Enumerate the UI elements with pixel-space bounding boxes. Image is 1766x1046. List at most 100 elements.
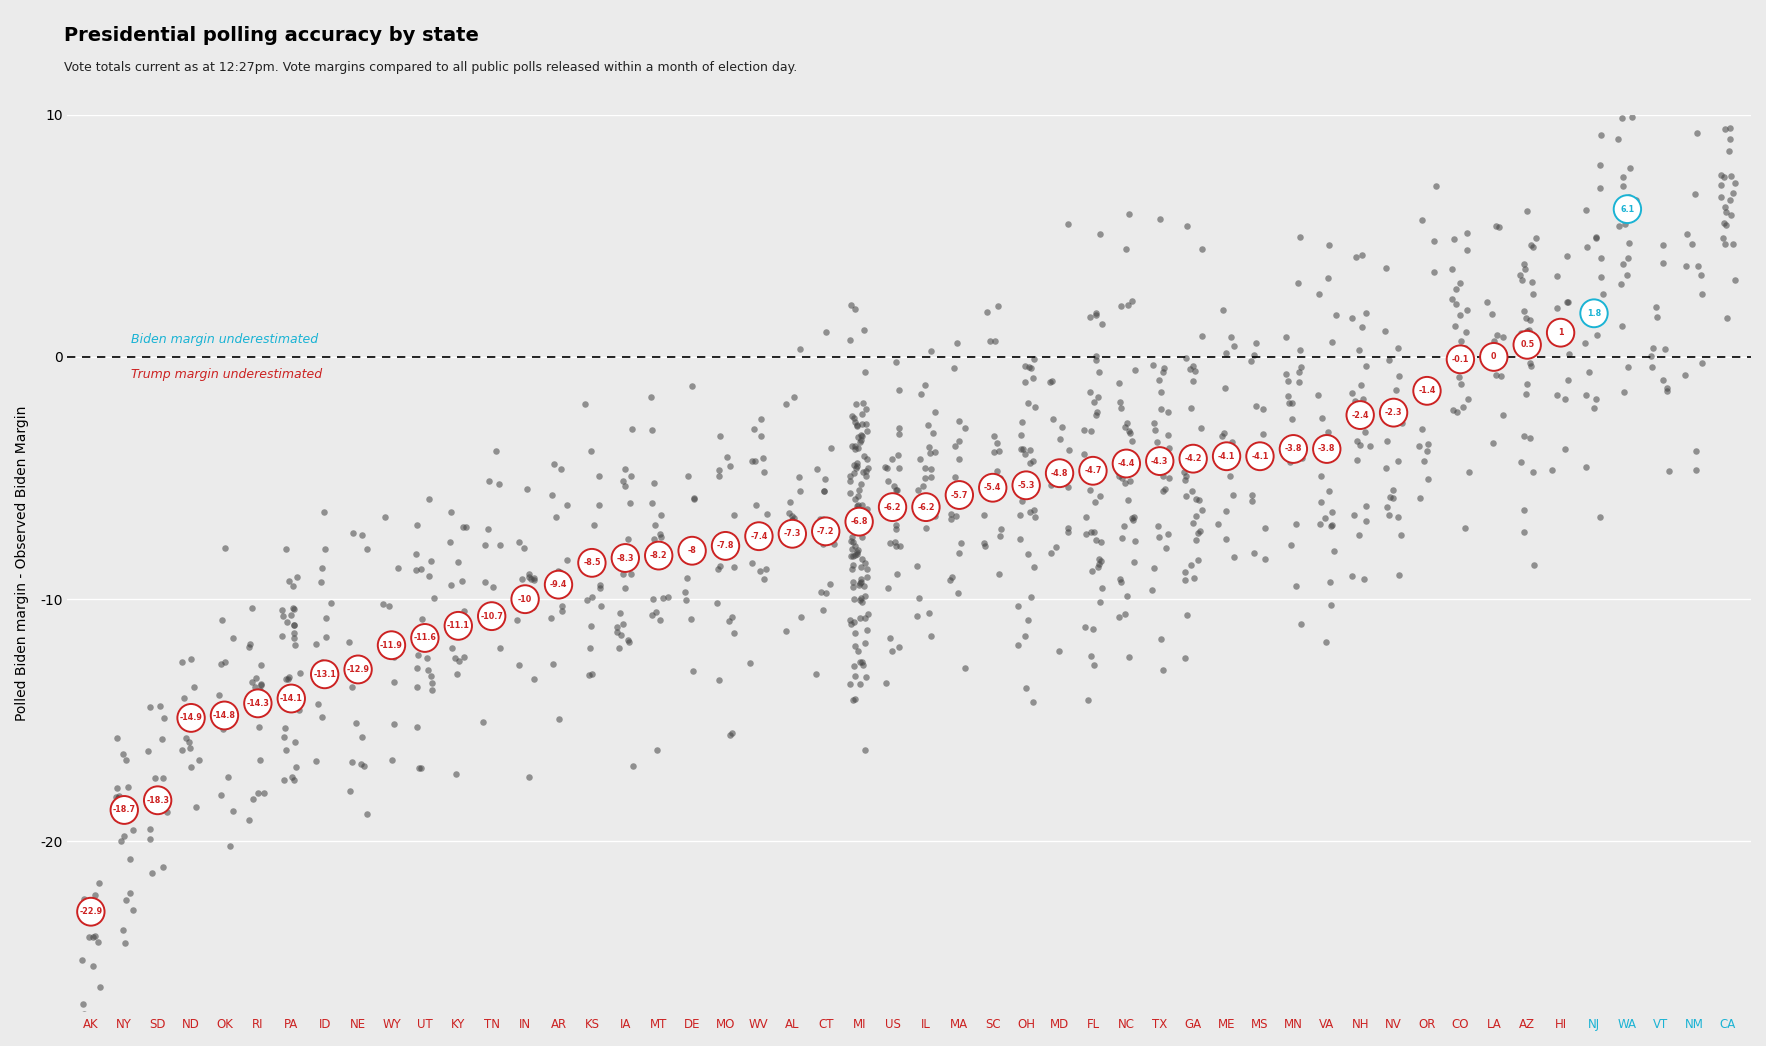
Point xyxy=(848,428,876,445)
Point xyxy=(1519,464,1547,481)
Ellipse shape xyxy=(1446,345,1475,373)
Point xyxy=(1111,606,1139,622)
Point xyxy=(307,654,336,670)
Point xyxy=(1139,560,1167,576)
Point xyxy=(1415,470,1443,486)
Point xyxy=(449,519,477,536)
Point xyxy=(1317,518,1346,535)
Point xyxy=(917,461,945,478)
Point xyxy=(277,689,306,706)
Point xyxy=(1609,256,1637,273)
Point xyxy=(985,470,1014,486)
Point xyxy=(1171,472,1199,488)
Point xyxy=(1153,427,1181,444)
Point xyxy=(646,506,675,523)
Point xyxy=(270,608,298,624)
Point xyxy=(881,521,909,538)
Point xyxy=(1681,186,1709,203)
Point xyxy=(1485,219,1513,235)
Point xyxy=(1446,333,1475,349)
Point xyxy=(369,595,397,612)
Point xyxy=(1114,649,1143,665)
Point xyxy=(1282,438,1310,455)
Point xyxy=(846,433,874,450)
Point xyxy=(1037,544,1065,561)
Point xyxy=(1114,451,1143,468)
Point xyxy=(1079,620,1107,637)
Point xyxy=(274,670,302,687)
Point xyxy=(337,754,366,771)
Point xyxy=(1314,433,1342,450)
Point xyxy=(268,628,297,644)
Point xyxy=(540,456,569,473)
Point xyxy=(71,1005,99,1022)
Point xyxy=(779,513,807,529)
Point xyxy=(1649,237,1678,254)
Point xyxy=(1722,272,1750,289)
Point xyxy=(842,546,871,563)
Point xyxy=(537,610,565,627)
Point xyxy=(1639,359,1667,376)
Point xyxy=(705,468,733,484)
Point xyxy=(438,639,466,656)
Point xyxy=(1181,363,1210,380)
Point xyxy=(973,303,1001,320)
Point xyxy=(941,438,970,455)
Point xyxy=(947,484,975,501)
Point xyxy=(849,395,878,412)
Point xyxy=(238,791,267,808)
Point xyxy=(207,787,235,803)
Point xyxy=(1178,515,1206,531)
Point xyxy=(1008,414,1037,431)
Point xyxy=(1575,363,1604,380)
Point xyxy=(1083,351,1111,368)
Point xyxy=(851,635,879,652)
Point xyxy=(1688,355,1717,371)
Point xyxy=(855,606,883,622)
Point xyxy=(835,484,864,501)
Point xyxy=(1506,267,1535,283)
Point xyxy=(1286,229,1314,246)
Point xyxy=(443,554,472,571)
Point xyxy=(811,471,839,487)
Ellipse shape xyxy=(145,787,171,814)
Point xyxy=(270,772,298,789)
Point xyxy=(1150,482,1178,499)
Point xyxy=(118,822,147,839)
Point xyxy=(844,417,872,434)
Text: -4.1: -4.1 xyxy=(1219,452,1234,460)
Point xyxy=(613,632,641,649)
Point xyxy=(1079,657,1107,674)
Point xyxy=(148,770,177,787)
Point xyxy=(947,536,975,552)
Point xyxy=(871,499,899,516)
Point xyxy=(1019,452,1047,469)
Point xyxy=(777,494,805,510)
Point xyxy=(1010,628,1038,644)
Point xyxy=(1189,241,1217,257)
Point xyxy=(1651,340,1679,357)
Point xyxy=(539,656,567,673)
Point xyxy=(1086,226,1114,243)
Point xyxy=(270,728,298,745)
Point xyxy=(537,486,565,503)
Point xyxy=(885,638,913,655)
Point xyxy=(1187,419,1215,436)
Point xyxy=(1113,241,1141,257)
Point xyxy=(1118,432,1146,449)
Point xyxy=(479,578,507,595)
Point xyxy=(1007,427,1035,444)
Point xyxy=(1653,383,1681,400)
Point xyxy=(547,597,576,614)
Point xyxy=(442,766,470,782)
Point xyxy=(1146,450,1174,467)
Point xyxy=(148,731,177,748)
Point xyxy=(1713,310,1741,326)
Point xyxy=(1144,529,1173,546)
Point xyxy=(781,518,809,535)
Point xyxy=(1118,293,1146,310)
Point xyxy=(1455,463,1483,480)
Point xyxy=(883,566,911,583)
Point xyxy=(606,606,634,622)
Point xyxy=(1106,570,1134,587)
